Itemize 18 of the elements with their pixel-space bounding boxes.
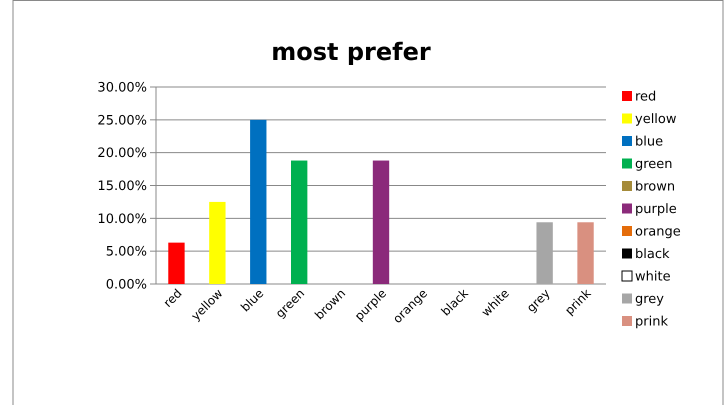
legend-label: yellow	[635, 112, 677, 128]
x-tick-label: red	[160, 286, 185, 310]
y-tick-label: 5.00%	[106, 244, 147, 260]
legend-label: red	[635, 90, 656, 105]
y-tick-label: 15.00%	[97, 179, 147, 194]
legend-label: purple	[635, 202, 677, 218]
legend-label: white	[635, 270, 671, 285]
chart-title: most prefer	[271, 38, 431, 66]
y-tick-label: 30.00%	[97, 80, 147, 96]
legend-label: orange	[635, 224, 681, 240]
y-tick-label: 0.00%	[106, 278, 147, 293]
legend-label: brown	[635, 180, 676, 195]
legend-label: blue	[635, 134, 664, 150]
legend-label: black	[635, 247, 670, 262]
y-tick-label: 20.00%	[97, 146, 147, 162]
legend-label: green	[635, 157, 673, 172]
y-tick-label: 25.00%	[97, 113, 147, 128]
y-tick-label: 10.00%	[97, 212, 147, 227]
